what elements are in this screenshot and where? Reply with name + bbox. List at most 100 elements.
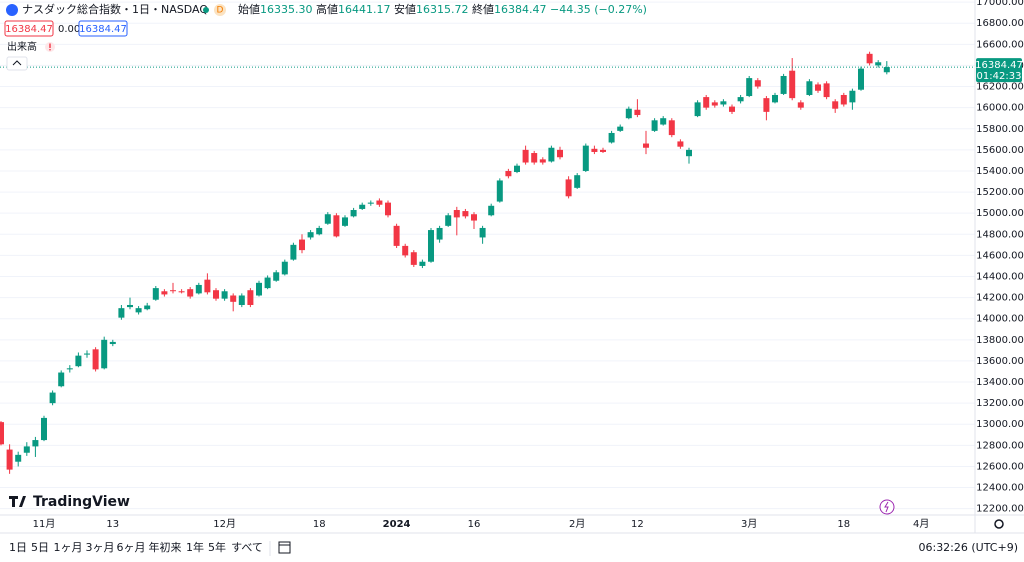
candle-body <box>548 147 555 162</box>
market-status-dot <box>203 7 209 13</box>
spread: 0.00 <box>58 24 80 35</box>
candle-body <box>41 417 47 441</box>
candle-body <box>488 205 495 216</box>
candle-body <box>23 446 30 453</box>
candle-body <box>823 83 830 98</box>
logo[interactable]: TradingView <box>33 494 130 510</box>
x-tick-label: 2024 <box>383 519 411 530</box>
range-button[interactable]: 1日 <box>9 541 27 554</box>
candle-body <box>0 422 4 445</box>
candle-body <box>531 153 538 163</box>
goto-date-button[interactable] <box>278 541 291 554</box>
candle-body <box>625 108 632 119</box>
plot <box>0 51 975 474</box>
volume-label[interactable]: 出来高 <box>7 40 37 53</box>
price-label: 16384.47 <box>975 60 1023 71</box>
y-tick-label: 15000.00 <box>976 208 1024 219</box>
range-button[interactable]: 年初来 <box>149 540 182 554</box>
candle-body <box>428 230 434 262</box>
candle-body <box>660 118 667 125</box>
ohlc-value: 16315.72 <box>416 3 469 16</box>
candle-body <box>634 109 641 116</box>
candle-body <box>617 126 624 131</box>
candle-body <box>600 149 606 152</box>
symbol-title[interactable]: ナスダック総合指数・1日・NASDAQ <box>22 2 208 16</box>
candle-body <box>643 143 649 148</box>
candle-body <box>883 67 890 73</box>
y-tick-label: 12800.00 <box>976 440 1024 451</box>
candle-body <box>711 102 718 106</box>
candle-body <box>230 295 237 302</box>
candle-body <box>754 80 761 87</box>
candle-body <box>359 204 366 209</box>
candle-body <box>505 170 512 177</box>
candle-body <box>772 94 778 103</box>
clock[interactable]: 06:32:26 (UTC+9) <box>918 541 1018 554</box>
candle-body <box>385 202 391 216</box>
buy-button[interactable] <box>78 20 128 37</box>
candle-body <box>161 291 168 295</box>
candle-body <box>367 202 374 204</box>
candle-body <box>204 279 211 293</box>
collapse-button[interactable] <box>6 56 28 71</box>
ohlc-value: 16335.30 <box>260 3 313 16</box>
x-tick-label: 12月 <box>213 518 236 530</box>
candle-body <box>101 339 108 369</box>
candle-body <box>471 214 477 221</box>
y-tick-label: 15400.00 <box>976 166 1024 177</box>
candle-body <box>273 272 280 281</box>
candle-body <box>58 372 65 387</box>
x-tick-label: 13 <box>106 519 119 530</box>
sell-price: 16384.47 <box>5 24 53 35</box>
range-button[interactable]: 5日 <box>31 541 49 554</box>
candle-body <box>737 97 744 102</box>
candle-body <box>462 211 469 217</box>
events-icon <box>884 501 889 513</box>
range-button[interactable]: すべて <box>231 541 263 554</box>
y-tick-label: 15200.00 <box>976 187 1024 198</box>
candle-body <box>565 179 572 197</box>
candle-body <box>668 120 675 136</box>
candle-body <box>789 70 796 99</box>
candle-body <box>127 304 133 308</box>
grid <box>0 1 975 510</box>
x-tick-label: 3月 <box>741 518 757 530</box>
range-toolbar: 1日 5日 1ヶ月 3ヶ月 6ヶ月 年初来 1年 5年 すべて <box>9 540 263 554</box>
range-button[interactable]: 1ヶ月 <box>54 541 83 554</box>
ohlc-label: 安値 <box>394 2 416 16</box>
candle-body <box>221 291 228 299</box>
x-tick-label: 18 <box>313 519 326 530</box>
y-tick-label: 12200.00 <box>976 504 1024 515</box>
y-tick-label: 13600.00 <box>976 356 1024 367</box>
candle-body <box>849 90 856 103</box>
candle-body <box>238 295 245 305</box>
sell-button[interactable] <box>4 20 54 37</box>
ohlc-label: 高値 <box>316 2 338 16</box>
range-button[interactable]: 1年 <box>186 540 204 554</box>
candle-body <box>496 180 503 202</box>
candle-body <box>651 120 658 131</box>
candle-body <box>213 290 219 299</box>
candle-body <box>419 261 426 266</box>
candle-body <box>15 454 22 462</box>
range-button[interactable]: 5年 <box>208 540 226 554</box>
badge-bg <box>214 4 226 16</box>
y-tick-label: 14200.00 <box>976 293 1024 304</box>
candle-body <box>350 210 357 217</box>
buy-price: 16384.47 <box>79 24 127 35</box>
candle-body <box>806 81 813 95</box>
settings-button[interactable] <box>994 519 1004 529</box>
axes: 12200.00 12400.00 12600.00 12800.00 13000.00… <box>33 0 1024 530</box>
y-tick-label: 12400.00 <box>976 483 1024 494</box>
candle-body <box>324 214 331 224</box>
candle-body <box>729 106 735 112</box>
x-tick-label: 18 <box>837 519 850 530</box>
range-button[interactable]: 3ヶ月 <box>86 541 115 554</box>
candle-body <box>92 349 99 370</box>
x-tick-label: 12 <box>631 519 644 530</box>
candle-body <box>187 289 194 297</box>
range-button[interactable]: 6ヶ月 <box>117 541 146 554</box>
ohlc-label: 終値 <box>472 2 494 16</box>
candle-body <box>694 102 701 117</box>
